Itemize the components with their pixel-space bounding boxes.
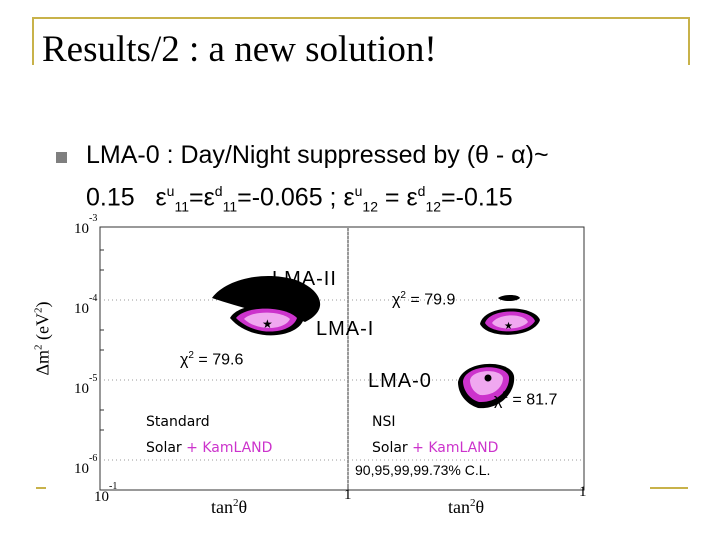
- epsilon-symbol: ε: [203, 183, 215, 212]
- x-tick-1e-1: 10-1: [94, 481, 118, 505]
- y-tick-1e-3: 10-3: [74, 213, 98, 237]
- title-rule-left: [32, 17, 34, 65]
- x-tick-1-left: 1: [344, 487, 352, 503]
- lma-0-region-inner: [470, 371, 503, 396]
- legend-nsi: NSI: [372, 414, 396, 430]
- lma-i-label: LMA-I: [316, 318, 375, 340]
- title-rule-right: [688, 17, 690, 65]
- legend-standard: Standard: [146, 414, 210, 430]
- footer-rule-right: [650, 487, 688, 489]
- lma-i-region-left-inner: [244, 312, 290, 329]
- epsilon-symbol: ε: [406, 183, 418, 212]
- bullet-square-icon: [56, 152, 67, 163]
- best-fit-star-left: ★: [262, 317, 273, 331]
- subscript: 12: [362, 198, 378, 215]
- lma-ii-label: LMA-II: [272, 268, 337, 290]
- chi2-right-label: χ2 = 81.7: [494, 390, 558, 409]
- chi2-left-label: χ2 = 79.6: [180, 350, 244, 369]
- equals: =: [189, 183, 204, 212]
- superscript: u: [166, 183, 175, 199]
- superscript: d: [417, 183, 426, 199]
- theta-alpha-value: 0.15: [86, 183, 135, 212]
- right-panel-frame: [347, 226, 585, 491]
- y-minor-ticks: [100, 249, 104, 431]
- superscript: d: [214, 183, 223, 199]
- x-axis-title-right: tan2θ: [448, 497, 485, 517]
- y-tick-1e-5: 10-5: [74, 373, 98, 397]
- value-text: =-0.15: [441, 183, 513, 212]
- epsilon-symbol: ε: [343, 183, 355, 212]
- bullet-line-2: 0.15 εu11=εd11=-0.065 ; εu12 = εd12=-0.1…: [86, 176, 513, 222]
- subscript: 11: [222, 198, 238, 215]
- lma-0-label: LMA-0: [368, 370, 432, 392]
- legend-solar-kamland-right: Solar + KamLAND: [372, 440, 499, 456]
- y-tick-1e-4: 10-4: [74, 293, 98, 317]
- subscript: 12: [425, 198, 442, 215]
- chi2-mid-label: χ2 = 79.9: [392, 290, 456, 309]
- best-fit-star-right: ★: [504, 321, 513, 332]
- plot-frames: [99, 226, 585, 491]
- slide-title: Results/2 : a new solution!: [42, 29, 437, 70]
- best-fit-dot: [484, 374, 492, 382]
- legend-solar-kamland-left: Solar + KamLAND: [146, 440, 273, 456]
- y-axis-title: Δm2 (eV2): [32, 301, 53, 376]
- x-axis-title-left: tan2θ: [211, 497, 248, 517]
- lma-ii-region-left: [212, 276, 321, 322]
- title-rule-top: [32, 17, 690, 19]
- equals: =: [377, 183, 407, 212]
- epsilon-symbol: ε: [155, 183, 167, 212]
- superscript: u: [354, 183, 363, 199]
- bullet-line-1: LMA-0 : Day/Night suppressed by (θ - α)~: [86, 141, 549, 169]
- footer-rule-left: [36, 487, 46, 489]
- subscript: 11: [174, 198, 190, 215]
- lma-i-region-right-inner: [492, 315, 528, 329]
- lma-ii-region-right: [498, 295, 520, 301]
- x-tick-1-right: 1: [579, 484, 587, 500]
- grid-lines: [100, 227, 584, 490]
- confidence-level-note: 90,95,99,99.73% C.L.: [355, 462, 491, 478]
- value-text: =-0.065 ;: [237, 183, 344, 212]
- y-tick-1e-6: 10-6: [74, 453, 98, 477]
